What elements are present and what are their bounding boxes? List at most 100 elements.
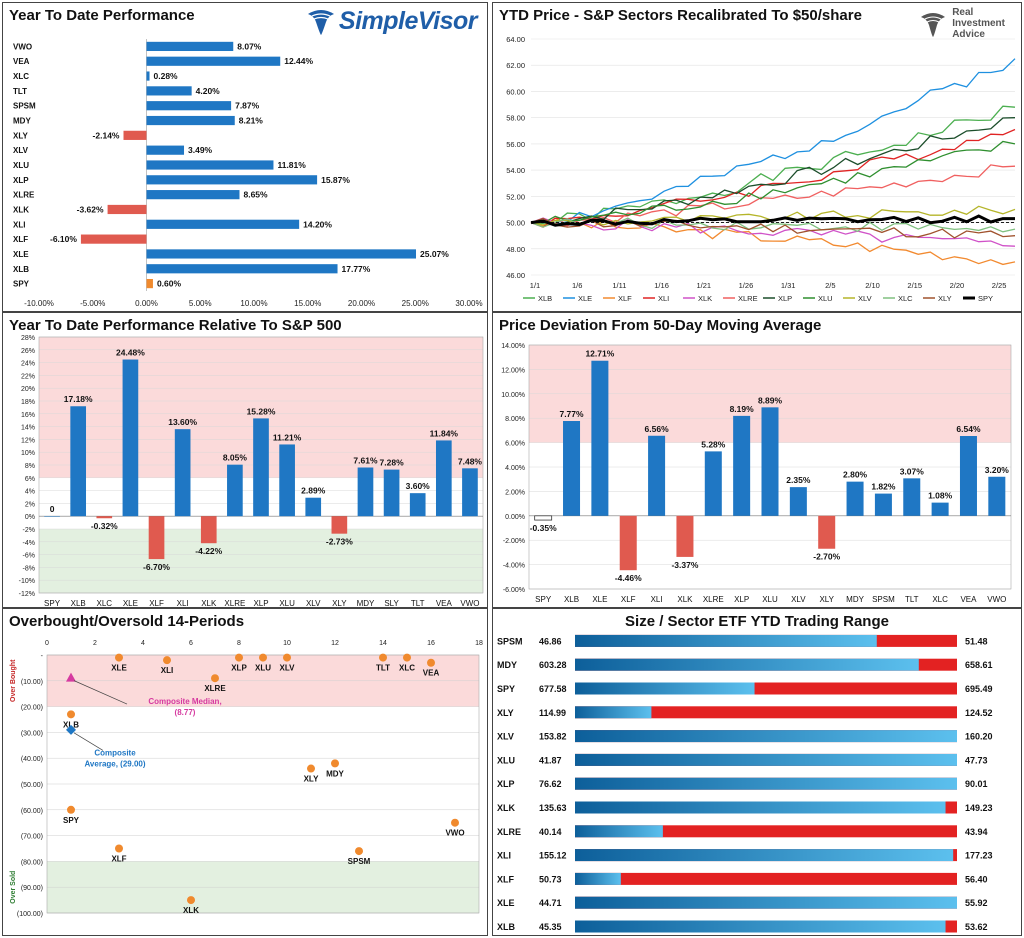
category-label: XLU	[762, 595, 778, 604]
range-bar-fill	[575, 896, 957, 909]
data-label: 6.56%	[645, 424, 670, 434]
data-label: 0.60%	[157, 279, 182, 289]
x-tick-label: 2/5	[825, 281, 835, 290]
range-bar-track	[575, 825, 957, 838]
point-label: XLV	[280, 664, 296, 673]
ytd-performance-chart: -10.00% -5.00% 0.00% 5.00% 10.00% 15.00% 20.00…	[13, 39, 483, 308]
data-label: 7.87%	[235, 101, 260, 111]
x-tick-label: 14	[379, 640, 387, 647]
y-tick-label: 60.00	[506, 87, 525, 96]
data-label: 8.89%	[758, 395, 783, 405]
y-tick-label: 24%	[21, 361, 35, 368]
bar	[846, 481, 864, 516]
category-label: VWO	[460, 599, 479, 608]
ria-logo: Real Investment Advice	[918, 7, 1005, 40]
bar	[80, 234, 147, 244]
y-tick-label: 62.00	[506, 61, 525, 70]
bar	[146, 249, 417, 259]
y-tick-label: 50.00	[506, 219, 525, 228]
data-label: 2.89%	[301, 486, 326, 496]
bar	[383, 469, 400, 517]
data-label: -0.35%	[530, 523, 557, 533]
x-tick-label: 2/10	[865, 281, 880, 290]
ria-logo-line2: Investment	[952, 18, 1005, 29]
x-tick-label: -5.00%	[80, 299, 105, 308]
data-label: 8.05%	[223, 453, 248, 463]
x-tick-label: 10	[283, 640, 291, 647]
x-tick-label: 1/31	[781, 281, 796, 290]
price-deviation-title: Price Deviation From 50-Day Moving Avera…	[499, 317, 822, 334]
median-leader-line	[73, 680, 128, 705]
series-line-xlf	[530, 217, 1016, 266]
y-tick-label: 22%	[21, 373, 35, 380]
data-label: -4.22%	[195, 546, 222, 556]
data-label: 2.35%	[786, 475, 811, 485]
relative-performance-chart: -12% -10% -8% -6% -4% -2% 0% 2% 4% 6% 8% 10% 12% 14% 1…	[19, 335, 484, 608]
average-leader-line	[73, 732, 104, 751]
median-marker	[66, 672, 76, 682]
data-point	[307, 764, 315, 773]
low-value: 135.63	[539, 803, 567, 813]
y-tick-label: 4.00%	[505, 465, 525, 472]
low-value: 153.82	[539, 732, 567, 742]
data-label: 0.28%	[154, 71, 179, 81]
overbought-oversold-chart: - (10.00) (20.00) (30.00) (40.00) (50.00) (60.…	[10, 640, 483, 918]
y-tick-label: -4%	[23, 540, 35, 547]
range-bar-fill	[575, 920, 946, 933]
category-label: SLY	[384, 599, 399, 608]
low-value: 114.99	[539, 708, 566, 718]
x-tick-label: 1/11	[612, 281, 626, 290]
trading-range-chart: SPSM 46.86 51.48 MDY 603.28 658.61 SPY 677.58 69…	[497, 634, 993, 933]
series-line-xlre	[530, 164, 1016, 227]
range-bar-fill	[575, 706, 652, 719]
median-value-label: (8.77)	[175, 708, 196, 717]
bar	[789, 487, 807, 516]
x-tick-label: 8	[237, 640, 241, 647]
data-label: 8.65%	[243, 190, 268, 200]
range-bar-fill	[575, 634, 877, 647]
category-label: XLC	[932, 595, 948, 604]
category-label: XLY	[819, 595, 834, 604]
category-label: SPSM	[13, 102, 36, 111]
x-tick-label: 1/16	[654, 281, 669, 290]
legend-label: XLY	[938, 294, 952, 303]
data-label: -2.70%	[813, 552, 840, 562]
data-label: 3.20%	[985, 465, 1010, 475]
oversold-axis-label: Over Sold	[10, 871, 17, 904]
low-value: 603.28	[539, 660, 567, 670]
y-tick-label: 26%	[21, 348, 35, 355]
legend-label: XLC	[898, 294, 913, 303]
data-point	[259, 653, 267, 662]
bar	[733, 415, 751, 516]
data-point	[67, 805, 75, 814]
y-tick-label: -6.00%	[503, 587, 525, 594]
data-label: 11.21%	[273, 432, 302, 442]
category-label: TLT	[905, 595, 919, 604]
legend-label: XLK	[698, 294, 712, 303]
bar	[591, 360, 609, 516]
bar	[200, 516, 217, 544]
ticker-label: XLP	[497, 779, 515, 789]
y-tick-label: 56.00	[506, 140, 525, 149]
y-tick-label: 14%	[21, 425, 35, 432]
low-value: 46.86	[539, 636, 562, 646]
bar	[253, 418, 269, 517]
ticker-label: XLU	[497, 755, 515, 765]
category-label: XLY	[13, 131, 28, 140]
series-line-xly	[530, 217, 1016, 239]
legend-label: XLE	[578, 294, 592, 303]
data-label: -6.10%	[50, 234, 77, 244]
bar	[704, 451, 722, 516]
y-tick-label: 12%	[21, 437, 35, 444]
data-label: -3.37%	[671, 560, 698, 570]
bar	[648, 435, 666, 516]
y-tick-label: 10.00%	[501, 392, 525, 399]
category-label: XLK	[677, 595, 693, 604]
bar	[146, 278, 153, 289]
legend-label: XLRE	[738, 294, 758, 303]
data-label: 11.81%	[277, 160, 306, 170]
point-label: SPSM	[348, 857, 371, 866]
trading-range-panel: Size / Sector ETF YTD Trading Range SPSM…	[492, 608, 1022, 936]
range-bar-fill	[575, 682, 755, 695]
bar	[70, 406, 87, 517]
